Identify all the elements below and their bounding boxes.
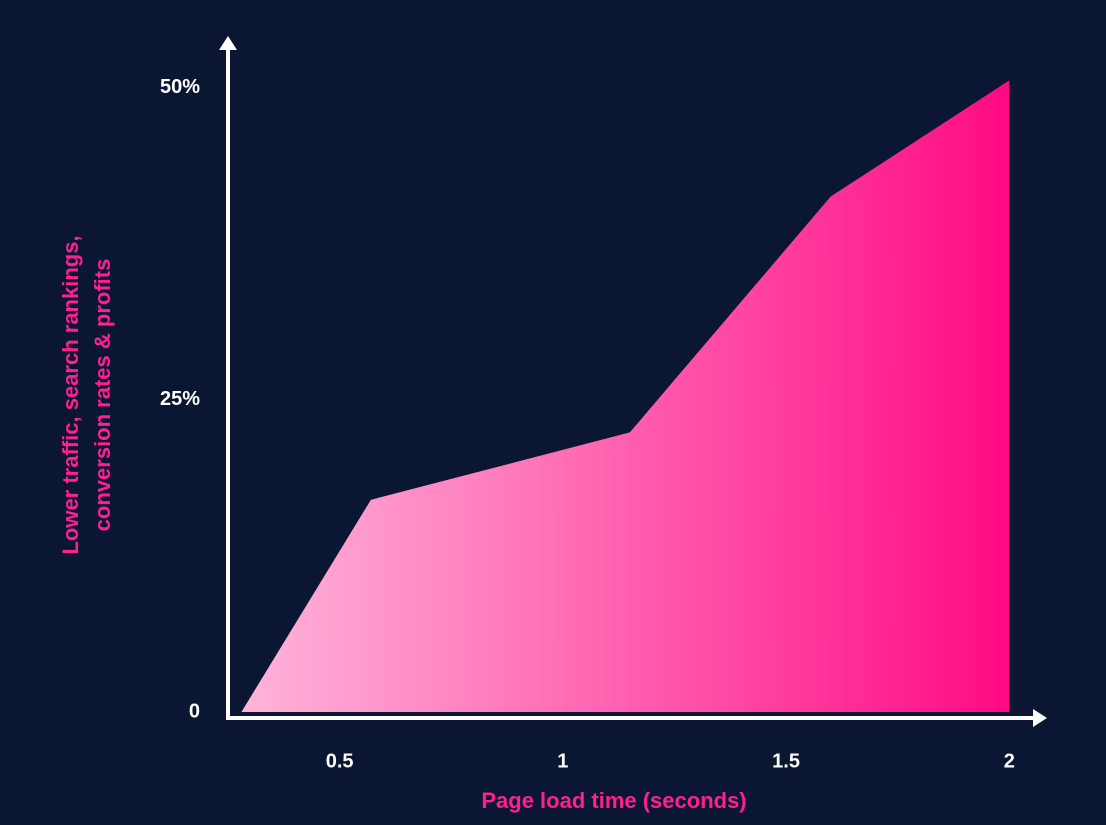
y-axis-title-line: Lower traffic, search rankings, [58, 235, 83, 554]
area [241, 80, 1010, 713]
x-tick-label: 2 [1004, 750, 1015, 772]
y-tick-label: 50% [160, 76, 200, 98]
y-axis-arrow [219, 36, 237, 50]
x-tick-label: 1 [557, 750, 568, 772]
x-axis-arrow [1033, 709, 1047, 727]
y-tick-label: 0 [189, 700, 200, 722]
x-axis-title: Page load time (seconds) [481, 788, 746, 813]
x-tick-label: 1.5 [772, 750, 800, 772]
x-tick-label: 0.5 [326, 750, 354, 772]
y-axis-title-line: conversion rates & profits [90, 259, 115, 532]
y-tick-label: 25% [160, 388, 200, 410]
y-axis-title: Lower traffic, search rankings, conversi… [58, 235, 115, 554]
